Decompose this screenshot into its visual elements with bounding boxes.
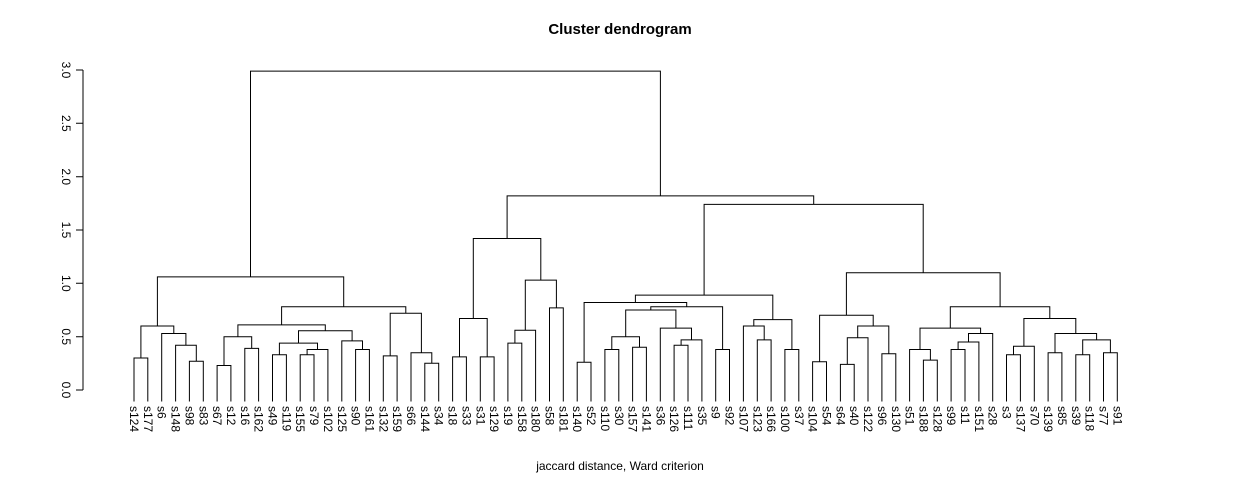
leaf-label: s125 [335, 406, 349, 432]
leaf-label: s124 [127, 406, 141, 432]
leaf-label: s77 [1097, 406, 1111, 426]
leaf-label: s58 [543, 406, 557, 426]
leaf-label: s128 [930, 406, 944, 432]
leaf-label: s39 [1069, 406, 1083, 426]
leaf-label: s118 [1083, 406, 1097, 431]
leaf-label: s12 [224, 406, 238, 426]
x-axis-caption: jaccard distance, Ward criterion [535, 459, 704, 473]
leaf-label: s139 [1041, 406, 1055, 432]
dendrogram-tree-lines [133, 70, 1118, 402]
leaf-label: s11 [958, 406, 972, 425]
leaf-label: s181 [556, 406, 570, 432]
leaf-label: s141 [639, 406, 653, 432]
leaf-label: s28 [986, 406, 1000, 426]
leaf-label: s31 [473, 406, 487, 426]
y-tick-label: 2.5 [59, 115, 73, 132]
y-tick-label: 3.0 [59, 62, 73, 79]
leaf-label: s151 [972, 406, 986, 432]
leaf-label: s162 [252, 406, 266, 432]
leaf-label: s19 [501, 406, 515, 426]
leaf-label: s79 [307, 406, 321, 426]
leaf-label: s33 [459, 406, 473, 426]
leaf-label: s3 [1000, 406, 1014, 419]
leaf-label: s96 [875, 406, 889, 426]
leaf-label: s85 [1055, 406, 1069, 426]
leaf-label: s102 [321, 406, 335, 432]
leaf-label: s18 [446, 406, 460, 426]
leaf-label: s6 [155, 406, 169, 419]
leaf-label: s35 [695, 406, 709, 426]
leaf-label: s92 [723, 406, 737, 426]
leaf-label: s64 [833, 406, 847, 426]
leaf-label: s166 [764, 406, 778, 432]
leaf-label: s36 [653, 406, 667, 426]
leaf-label: s70 [1027, 406, 1041, 426]
y-tick-label: 1.0 [59, 275, 73, 292]
leaf-label: s30 [612, 406, 626, 426]
leaf-label: s49 [266, 406, 280, 426]
leaf-label: s157 [626, 406, 640, 432]
leaf-label: s37 [792, 406, 806, 426]
leaf-label: s155 [293, 406, 307, 432]
leaf-label: s159 [390, 406, 404, 432]
y-tick-label: 0.0 [59, 382, 73, 399]
leaf-label: s90 [349, 406, 363, 426]
leaf-label: s122 [861, 406, 875, 432]
leaf-label: s52 [584, 406, 598, 426]
leaf-label: s83 [196, 406, 210, 426]
leaf-label: s40 [847, 406, 861, 426]
leaf-label: s130 [889, 406, 903, 432]
leaf-label: s104 [806, 406, 820, 432]
leaf-label: s100 [778, 406, 792, 432]
leaf-label: s132 [376, 406, 390, 432]
leaf-label: s137 [1013, 406, 1027, 432]
leaf-label: s67 [210, 406, 224, 426]
leaf-label: s161 [362, 406, 376, 432]
leaf-label: s129 [487, 406, 501, 432]
leaf-label: s98 [182, 406, 196, 426]
leaf-label: s158 [515, 406, 529, 432]
leaf-label: s126 [667, 406, 681, 432]
leaf-label: s54 [820, 406, 834, 426]
leaf-label: s110 [598, 406, 612, 431]
leaf-label: s66 [404, 406, 418, 426]
leaf-label: s144 [418, 406, 432, 432]
leaf-label: s123 [750, 406, 764, 432]
leaf-label: s107 [736, 406, 750, 432]
leaf-label: s111 [681, 406, 695, 431]
leaf-label: s16 [238, 406, 252, 426]
y-axis [76, 69, 84, 391]
y-tick-label: 1.5 [59, 222, 73, 239]
y-tick-label: 0.5 [59, 328, 73, 345]
leaf-label: s188 [916, 406, 930, 432]
leaf-label: s177 [141, 406, 155, 432]
y-tick-label: 2.0 [59, 168, 73, 185]
leaf-label: s51 [903, 406, 917, 426]
leaf-label: s148 [169, 406, 183, 432]
leaf-label: s180 [529, 406, 543, 432]
leaf-label: s119 [279, 406, 293, 431]
leaf-label: s99 [944, 406, 958, 426]
leaf-label: s140 [570, 406, 584, 432]
leaf-label: s34 [432, 406, 446, 426]
leaf-label: s91 [1110, 406, 1124, 426]
chart-title: Cluster dendrogram [548, 21, 691, 38]
leaf-label: s9 [709, 406, 723, 419]
